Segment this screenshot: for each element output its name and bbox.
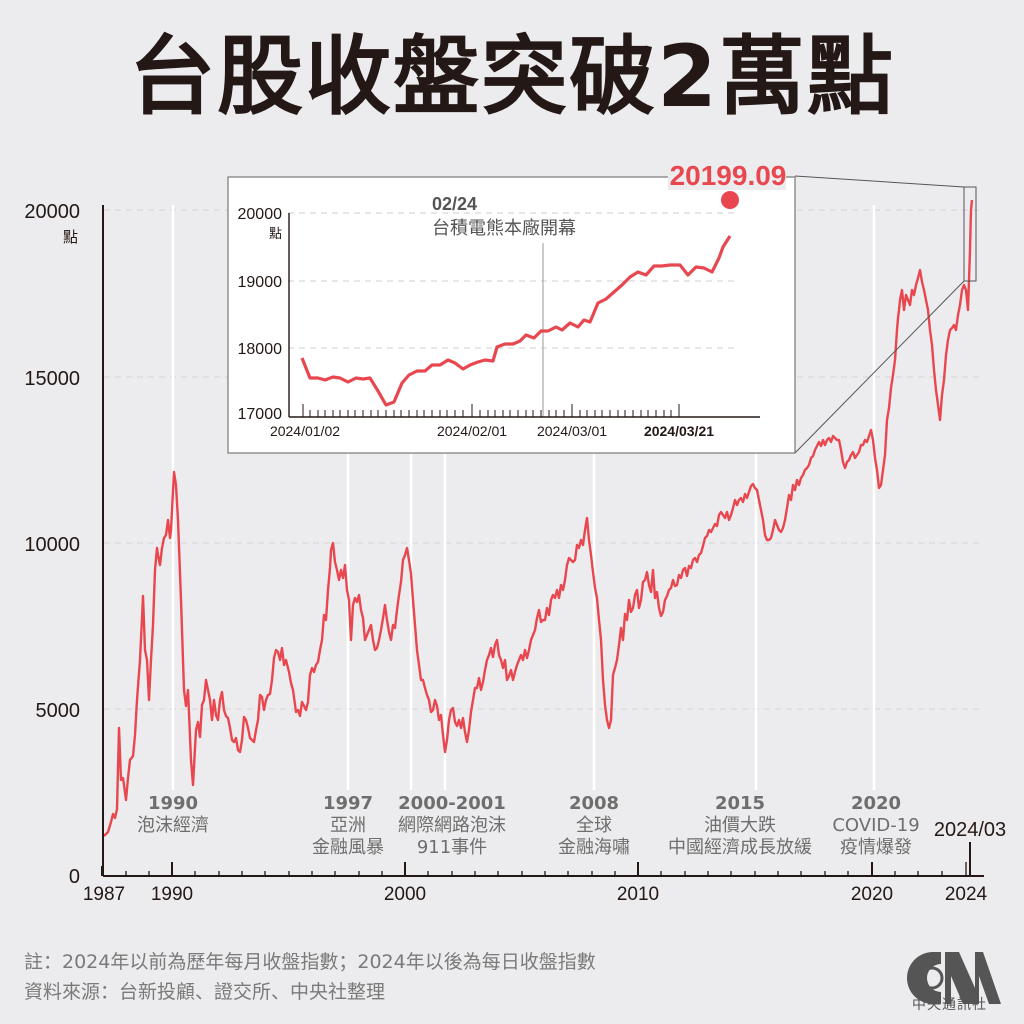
- inset-y-tick-20000: 20000: [238, 206, 283, 223]
- x-axis-labels: 1987 1990 2000 2010 2020 2024: [83, 884, 988, 905]
- inset-event-date: 02/24: [432, 194, 477, 214]
- inset-x-tick-0102: 2024/01/02: [270, 423, 340, 439]
- x-axis-ticks: [101, 842, 971, 876]
- svg-text:泡沫經濟: 泡沫經濟: [137, 815, 209, 836]
- svg-text:1997: 1997: [323, 793, 373, 814]
- latest-point-marker: [721, 191, 739, 209]
- svg-text:中國經濟成長放緩: 中國經濟成長放緩: [668, 837, 812, 858]
- inset-y-tick-17000: 17000: [238, 406, 283, 423]
- y-tick-0: 0: [69, 866, 80, 888]
- inset-chart: 20000 19000 18000 17000 點 2024/01/02 202…: [227, 160, 796, 454]
- inset-index-line: [300, 235, 732, 407]
- y-tick-5000: 5000: [36, 700, 81, 722]
- svg-text:亞洲: 亞洲: [330, 815, 366, 836]
- event-1990: 1990 泡沫經濟: [137, 793, 209, 836]
- inset-x-ticks: [302, 404, 680, 417]
- inset-y-unit: 點: [269, 227, 282, 242]
- svg-text:金融風暴: 金融風暴: [312, 837, 384, 858]
- y-axis-labels: 20000 15000 10000 5000 0: [24, 201, 80, 888]
- svg-text:COVID-19: COVID-19: [832, 815, 919, 836]
- inset-x-tick-0321: 2024/03/21: [644, 423, 714, 439]
- svg-text:2020: 2020: [851, 793, 901, 814]
- footnote-note: 註：2024年以前為歷年每月收盤指數；2024年以後為每日收盤指數: [24, 951, 596, 973]
- latest-value-label: 20199.09: [670, 160, 787, 191]
- cna-logo-icon: [907, 952, 1001, 1004]
- inset-event-text: 台積電熊本廠開幕: [432, 217, 576, 239]
- footnote-source: 資料來源：台新投顧、證交所、中央社整理: [24, 981, 386, 1003]
- inset-x-tick-0301: 2024/03/01: [537, 423, 607, 439]
- x-tick-1990: 1990: [151, 884, 193, 905]
- event-2020: 2020 COVID-19 疫情爆發: [832, 793, 919, 858]
- svg-text:1990: 1990: [148, 793, 198, 814]
- svg-text:2000-2001: 2000-2001: [398, 793, 506, 814]
- inset-x-tick-0201: 2024/02/01: [437, 423, 507, 439]
- x-tick-2010: 2010: [617, 884, 659, 905]
- main-index-line: [103, 199, 974, 837]
- event-1997: 1997 亞洲 金融風暴: [312, 793, 384, 858]
- event-2008: 2008 全球 金融海嘯: [558, 793, 630, 858]
- y-tick-20000: 20000: [24, 201, 80, 223]
- y-axis-unit: 點: [63, 228, 78, 246]
- event-2015: 2015 油價大跌 中國經濟成長放緩: [668, 793, 812, 858]
- svg-text:疫情爆發: 疫情爆發: [840, 837, 912, 858]
- svg-text:網際網路泡沫: 網際網路泡沫: [398, 815, 506, 836]
- zoom-connector: [794, 175, 977, 454]
- svg-text:油價大跌: 油價大跌: [704, 815, 776, 836]
- svg-text:911事件: 911事件: [417, 837, 487, 858]
- event-annotations: 1990 泡沫經濟 1997 亞洲 金融風暴 2000-2001 網際網路泡沫 …: [137, 793, 920, 858]
- latest-date-label: 2024/03: [934, 819, 1006, 841]
- svg-text:2015: 2015: [715, 793, 765, 814]
- x-tick-2020: 2020: [851, 884, 893, 905]
- x-tick-1987: 1987: [83, 884, 125, 905]
- svg-text:金融海嘯: 金融海嘯: [558, 837, 630, 858]
- x-tick-2000: 2000: [384, 884, 426, 905]
- x-tick-2024: 2024: [945, 884, 988, 905]
- inset-y-tick-19000: 19000: [238, 274, 283, 291]
- cna-logo-text: 中央通訊社: [912, 997, 987, 1013]
- y-tick-15000: 15000: [24, 368, 80, 390]
- event-2000-2001: 2000-2001 網際網路泡沫 911事件: [398, 793, 506, 858]
- inset-y-tick-18000: 18000: [238, 341, 283, 358]
- y-tick-10000: 10000: [24, 534, 80, 556]
- page-title: 台股收盤突破2萬點: [129, 27, 895, 127]
- svg-text:全球: 全球: [576, 815, 612, 836]
- svg-text:2008: 2008: [569, 793, 619, 814]
